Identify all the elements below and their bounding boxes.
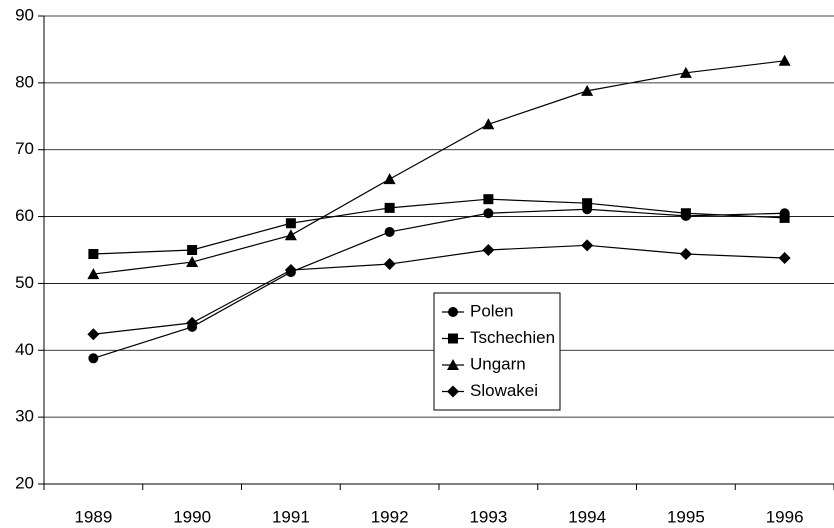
marker: [778, 54, 791, 66]
marker: [483, 208, 494, 219]
marker: [482, 118, 495, 130]
marker: [447, 359, 459, 370]
marker: [778, 252, 791, 265]
marker: [284, 229, 297, 241]
marker: [581, 239, 594, 252]
marker: [679, 248, 692, 261]
x-tick-label: 1996: [766, 507, 804, 526]
marker: [680, 208, 691, 219]
marker: [285, 218, 296, 229]
marker: [187, 245, 198, 255]
marker: [383, 258, 396, 271]
marker: [186, 316, 199, 329]
marker: [581, 84, 594, 96]
x-tick-label: 1993: [469, 507, 507, 526]
marker: [447, 385, 459, 398]
legend-label: Polen: [470, 301, 513, 320]
y-tick-label: 60: [15, 206, 34, 225]
marker: [384, 226, 395, 237]
legend-label: Tschechien: [470, 328, 555, 347]
marker: [779, 212, 790, 223]
x-tick-label: 1989: [74, 507, 112, 526]
marker: [88, 249, 99, 260]
marker: [582, 198, 593, 209]
x-tick-label: 1992: [371, 507, 409, 526]
legend-label: Slowakei: [470, 381, 538, 400]
marker: [186, 256, 199, 268]
legend: Polen Tschechien Ungarn Slowakei: [433, 292, 561, 411]
legend-label: Ungarn: [470, 354, 526, 373]
series-line: [93, 60, 785, 275]
marker: [383, 173, 396, 185]
series-line: [93, 208, 785, 359]
marker: [679, 66, 692, 78]
x-tick-label: 1994: [568, 507, 606, 526]
marker: [87, 268, 100, 280]
y-tick-label: 70: [15, 139, 34, 158]
y-tick-label: 80: [15, 72, 34, 91]
marker: [482, 244, 495, 256]
y-tick-label: 40: [15, 340, 34, 359]
marker: [87, 328, 100, 341]
marker: [448, 333, 458, 344]
marker: [88, 353, 99, 364]
marker: [384, 202, 395, 213]
y-tick-label: 30: [15, 407, 34, 426]
marker: [284, 264, 297, 277]
marker: [483, 194, 494, 205]
marker: [448, 307, 458, 317]
x-tick-label: 1990: [173, 507, 211, 526]
series-line: [93, 244, 785, 335]
y-tick-label: 20: [15, 473, 34, 492]
y-tick-label: 50: [15, 273, 34, 292]
y-tick-label: 90: [15, 5, 34, 24]
x-tick-label: 1995: [667, 507, 705, 526]
x-tick-label: 1991: [272, 507, 310, 526]
series-line: [93, 198, 785, 255]
